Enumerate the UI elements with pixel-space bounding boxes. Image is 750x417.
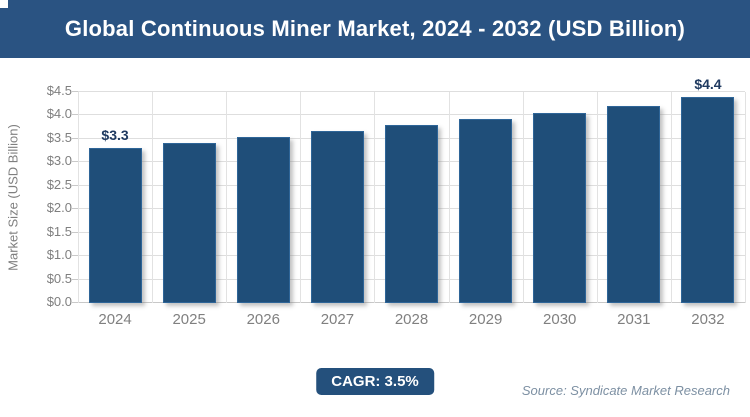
bar-2024 bbox=[88, 148, 142, 303]
chart-title: Global Continuous Miner Market, 2024 - 2… bbox=[64, 16, 686, 41]
bar-2029 bbox=[459, 119, 513, 303]
y-tick-label: $0.5 bbox=[46, 270, 72, 286]
bar-2027 bbox=[310, 131, 364, 303]
bar-2025 bbox=[162, 142, 216, 303]
cagr-badge: CAGR: 3.5% bbox=[316, 368, 434, 395]
x-tick-label-2030: 2030 bbox=[543, 311, 577, 328]
bar-value-label-2024: $3.3 bbox=[101, 127, 129, 144]
y-tick-mark bbox=[72, 255, 78, 257]
gridline-horizontal bbox=[78, 114, 745, 116]
gridline-vertical bbox=[745, 92, 746, 303]
gridline-vertical bbox=[152, 92, 154, 303]
y-tick-mark bbox=[72, 208, 78, 210]
gridline-vertical bbox=[374, 92, 376, 303]
y-tick-label: $2.0 bbox=[46, 200, 72, 216]
y-tick-label: $4.0 bbox=[46, 106, 72, 122]
source-attribution: Source: Syndicate Market Research bbox=[521, 383, 730, 398]
x-tick-label-2031: 2031 bbox=[617, 311, 651, 328]
y-tick-label: $0.0 bbox=[46, 294, 72, 309]
x-tick-label-2028: 2028 bbox=[394, 311, 429, 328]
y-tick-mark bbox=[72, 161, 78, 163]
gridline-vertical bbox=[226, 92, 228, 303]
y-tick-label: $3.5 bbox=[46, 129, 72, 145]
y-tick-label: $3.0 bbox=[46, 153, 72, 169]
y-tick-mark bbox=[72, 114, 78, 116]
gridline-vertical bbox=[596, 92, 598, 303]
gridline-vertical bbox=[300, 92, 302, 303]
bar-2032 bbox=[681, 96, 735, 303]
bar-value-label-2032: $4.4 bbox=[694, 75, 722, 92]
bar-2031 bbox=[607, 106, 661, 303]
x-tick-label-2032: 2032 bbox=[691, 311, 725, 328]
x-tick-label-2027: 2027 bbox=[320, 311, 355, 328]
gridline-vertical bbox=[448, 92, 450, 303]
y-tick-mark bbox=[72, 91, 78, 92]
y-axis-title: Market Size (USD Billion) bbox=[5, 124, 21, 271]
chart-area: Market Size (USD Billion) $0.0 $0.5 $1.0 $1… bbox=[0, 58, 750, 348]
x-tick-label-2024: 2024 bbox=[98, 311, 132, 328]
y-tick-label: $1.0 bbox=[46, 247, 72, 263]
bar-2026 bbox=[236, 137, 290, 303]
x-tick-label-2026: 2026 bbox=[246, 311, 280, 328]
gridline-horizontal bbox=[78, 91, 745, 92]
y-tick-mark bbox=[72, 137, 78, 139]
y-tick-label: $4.5 bbox=[46, 83, 72, 98]
bar-2028 bbox=[385, 125, 438, 303]
y-tick-mark bbox=[72, 184, 78, 186]
x-tick-label-2029: 2029 bbox=[468, 311, 503, 328]
gridline-vertical bbox=[670, 92, 672, 303]
gridline-vertical bbox=[78, 92, 79, 303]
corner-notch bbox=[0, 0, 8, 8]
bar-2030 bbox=[533, 112, 587, 303]
plot-area: $0.0 $0.5 $1.0 $1.5 $2.0 $2.5 $3.0 $3.5 $4.0 $4.5… bbox=[47, 76, 746, 328]
y-tick-mark bbox=[72, 278, 78, 280]
title-band: Global Continuous Miner Market, 2024 - 2… bbox=[0, 0, 750, 58]
y-tick-label: $1.5 bbox=[46, 223, 72, 239]
y-tick-label: $2.5 bbox=[46, 176, 72, 192]
x-tick-label-2025: 2025 bbox=[172, 311, 206, 328]
gridline-vertical bbox=[522, 92, 524, 303]
y-tick-mark bbox=[72, 302, 78, 303]
y-tick-mark bbox=[72, 231, 78, 233]
